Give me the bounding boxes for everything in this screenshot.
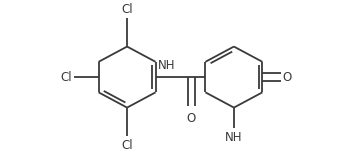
Text: Cl: Cl xyxy=(121,3,133,16)
Text: NH: NH xyxy=(225,131,243,144)
Text: NH: NH xyxy=(157,59,175,72)
Text: O: O xyxy=(283,71,292,84)
Text: Cl: Cl xyxy=(60,71,72,84)
Text: O: O xyxy=(186,112,196,125)
Text: Cl: Cl xyxy=(121,139,133,152)
